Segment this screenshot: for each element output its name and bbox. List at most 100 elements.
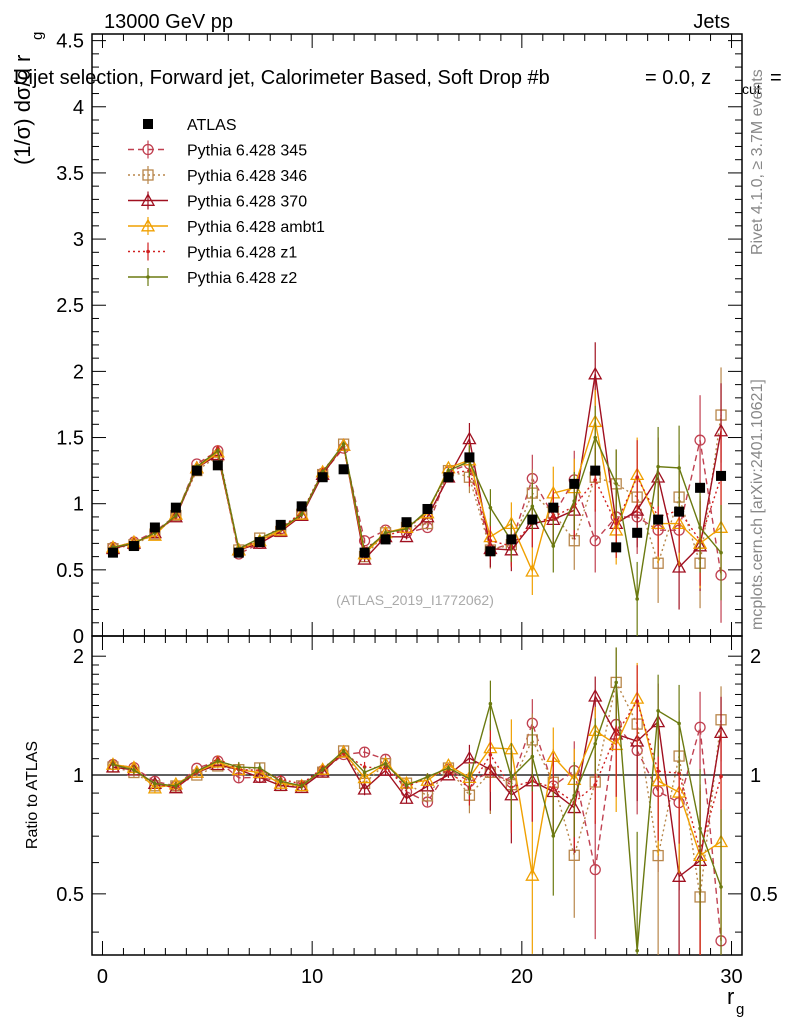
atlas-point [380,534,391,545]
series-point [530,504,535,509]
ratio-point [336,744,351,758]
atlas-point [695,482,706,493]
atlas-point [233,547,244,558]
ratio-point [671,869,687,882]
series-point [656,464,660,469]
series-point [216,448,220,453]
series-point [420,509,435,523]
legend-label: Pythia 6.428 ambt1 [187,219,325,236]
ratio-point [341,749,346,753]
ratio-point [236,765,241,769]
xtick-label: 30 [720,966,742,988]
main-ytick-label: 3 [73,229,84,251]
main-ytick-label: 1 [73,494,84,516]
main-ytick-label: 4 [73,97,84,119]
legend-marker [146,249,150,254]
series-point [614,482,618,486]
ratio-panel-frame [91,635,743,956]
legend-label: Pythia 6.428 370 [187,194,307,211]
ratio-ytick-label-right: 1 [750,765,761,787]
ratio-point [425,775,430,779]
series-point [399,529,414,543]
ratio-point [278,779,283,784]
atlas-point [170,502,181,513]
main-ytick-label: 3.5 [56,163,84,185]
atlas-point [485,546,496,557]
ratio-ytick-label-right: 0.5 [750,884,778,906]
series-point [551,544,556,548]
ratio-point [589,863,601,876]
ratio-point [446,766,451,770]
legend-label: Pythia 6.428 z1 [187,245,297,262]
ratio-point [635,699,639,703]
series-point [589,535,601,547]
series-point [614,521,618,526]
legend-marker [143,119,153,129]
legend-label: Pythia 6.428 z2 [187,270,297,287]
ratio-point [153,781,157,786]
ratio-point [378,763,393,776]
series-point [593,478,598,482]
ratio-point [399,791,414,804]
series-point [294,506,309,520]
series-line [112,421,722,574]
atlas-point [716,470,727,481]
header-title-tail: = 0.0, z [645,67,711,89]
ratio-ylabel: Ratio to ATLAS [24,741,41,849]
ratio-point [656,708,660,713]
series-point [462,431,477,445]
series-point [210,444,225,458]
ratio-point [105,759,121,773]
atlas-point [128,541,139,552]
atlas-point [569,478,580,489]
ratio-point [189,764,204,778]
series-point [572,499,577,503]
atlas-point [275,519,286,530]
series-point [677,466,681,470]
atlas-point [317,472,328,483]
ratio-point [614,680,618,685]
header-right: Jets [693,11,730,33]
ratio-point [635,948,639,953]
series-point [698,525,702,530]
series-point [341,442,346,446]
ratio-point [132,768,136,772]
ratio-point [257,766,262,770]
series-point [694,434,706,446]
main-ytick-label: 4.5 [56,31,84,53]
atlas-point [506,534,517,545]
ratio-point [588,688,603,702]
x-axis-ticks: 0 10 20 30 [97,34,743,988]
ratio-point [383,761,388,766]
ratio-point [320,767,325,772]
title-main: Dijet selection, Forward jet, Calorimete… [14,67,550,89]
ratio-point [441,767,456,781]
series-line [112,440,722,576]
ratio-point [420,773,435,786]
ratio-point [294,780,309,794]
header-left: 13000 GeV pp [104,11,233,33]
analysis-id: (ATLAS_2019_I1772062) [336,592,494,608]
ratio-series-group [105,647,729,955]
atlas-point [338,464,349,475]
atlas-point [422,503,433,514]
title-tail: = 0.0, z [645,67,711,89]
ratio-point [572,793,577,798]
series-point [593,435,598,440]
ratio-point [467,777,472,781]
series-point [336,438,351,451]
series-point [630,502,645,516]
atlas-point [212,460,223,471]
title-end: = [770,67,782,89]
legend-label: ATLAS [187,117,237,134]
atlas-point [464,452,475,463]
ratio-point [357,770,372,784]
atlas-point [548,502,559,513]
series-point [525,563,540,577]
ratio-point [168,780,183,794]
xtick-label: 0 [97,966,108,988]
ratio-point [362,770,367,775]
atlas-point [443,472,454,483]
ratio-point [299,784,304,788]
